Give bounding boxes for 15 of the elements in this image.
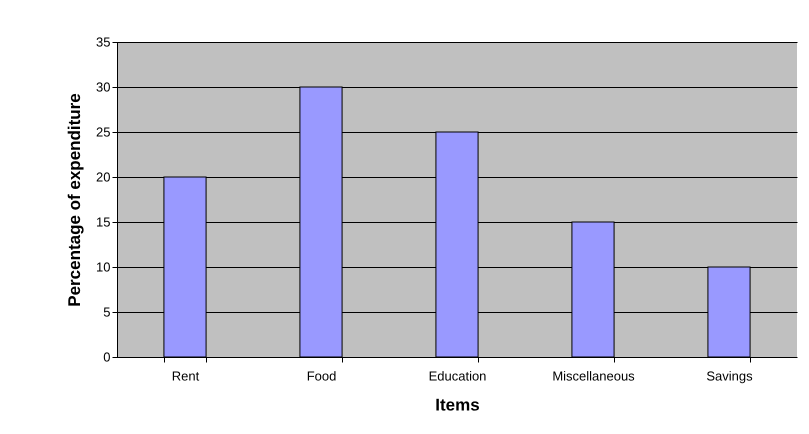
y-tick-label: 0 [103, 350, 110, 364]
x-tick-label: Education [428, 368, 486, 384]
x-tick-label: Food [306, 368, 336, 384]
y-tick-label: 20 [96, 170, 110, 184]
y-tick-label: 15 [96, 214, 110, 230]
y-tick-label: 10 [96, 260, 110, 274]
x-tick-label: Savings [706, 368, 754, 384]
x-tick-label: Miscellaneous [552, 368, 636, 384]
y-tick-label: 25 [96, 124, 110, 140]
y-tick-label: 35 [96, 34, 110, 50]
y-tick-label: 30 [96, 80, 110, 94]
x-axis-title: Items [435, 396, 480, 414]
x-tick-label: Rent [172, 368, 200, 384]
y-tick-label: 5 [103, 304, 110, 320]
y-axis-title: Percentage of expenditure [65, 93, 84, 307]
